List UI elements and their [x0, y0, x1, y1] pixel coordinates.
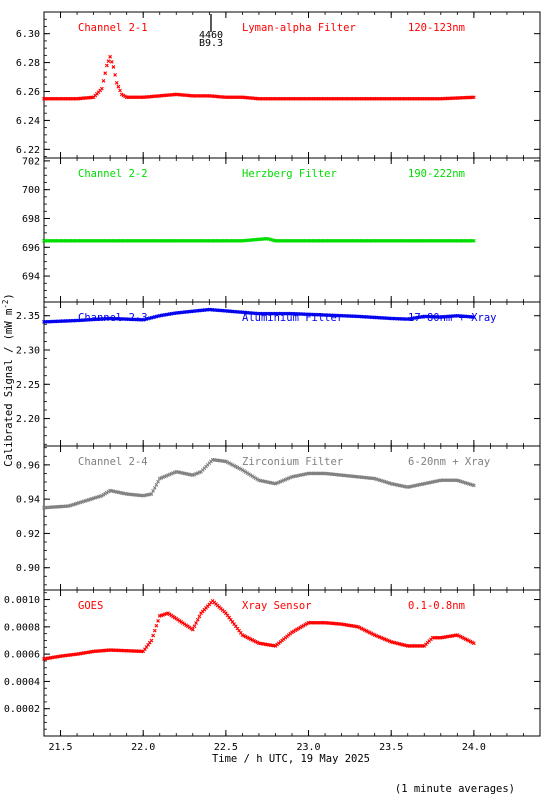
data-point [154, 482, 159, 487]
data-point [151, 633, 156, 638]
event-marker-label-1: 4460 [199, 30, 223, 41]
data-point [103, 71, 108, 76]
y-tick-label: 0.0006 [4, 650, 40, 661]
data-point [111, 65, 116, 69]
panel-1: 6.22 6.24 6.26 6.28 6.30 Channel 2-1 Lyman-alp… [16, 11, 541, 159]
data-point [99, 86, 104, 91]
x-tick-label: 24.0 [462, 742, 486, 753]
data-point [197, 614, 202, 619]
data-point [471, 95, 476, 100]
panel-channel-label: Channel 2-1 [78, 22, 148, 34]
y-tick-label: 0.0002 [4, 704, 40, 715]
data-point [118, 88, 122, 93]
data-point [151, 489, 156, 493]
data-point [116, 84, 121, 89]
panel-filter-label: Xray Sensor [242, 600, 312, 612]
data-point [114, 80, 119, 85]
y-tick-label: 0.94 [16, 495, 40, 506]
y-axis-title: Calibrated Signal / (mW m-2) [1, 293, 15, 466]
data-point [149, 492, 154, 496]
panel-channel-label: Channel 2-2 [78, 168, 148, 180]
data-point [101, 79, 106, 83]
event-marker-label-2: B9.3 [199, 38, 223, 49]
y-tick-label: 2.25 [16, 380, 40, 391]
x-tick-label: 23.0 [296, 742, 320, 753]
data-point [471, 315, 476, 319]
y-tick-label: 6.28 [16, 58, 40, 69]
y-tick-label: 0.92 [16, 529, 40, 540]
panel-band-label: 120-123nm [408, 22, 465, 34]
panel-4: 0.90 0.92 0.94 0.96 Channel 2-4 Zirconium Fil… [16, 445, 541, 591]
y-tick-label: 2.35 [16, 311, 40, 322]
y-tick-label: 6.26 [16, 87, 40, 98]
panel-2: 694 696 698 700 702 Channel 2-2 Herzberg Filte… [22, 156, 541, 303]
x-axis-title: Time / h UTC, 19 May 2025 [212, 753, 370, 765]
data-point [152, 485, 157, 490]
y-tick-label: 0.96 [16, 460, 40, 471]
data-point [154, 623, 159, 628]
panel-channel-label: Channel 2-4 [78, 456, 148, 468]
y-tick-label: 2.30 [16, 346, 40, 357]
data-point [471, 238, 476, 243]
x-tick-label: 21.5 [48, 742, 72, 753]
y-tick-label: 0.90 [16, 563, 40, 574]
data-point [471, 483, 476, 488]
x-tick-label: 23.5 [379, 742, 403, 753]
x-tick-label: 22.0 [131, 742, 155, 753]
panel-filter-label: Lyman-alpha Filter [242, 22, 356, 34]
x-tick-label: 22.5 [214, 742, 238, 753]
y-tick-label: 698 [22, 214, 40, 225]
data-point [195, 617, 200, 622]
y-tick-label: 2.20 [16, 414, 40, 425]
y-tick-label: 696 [22, 243, 40, 254]
panel-band-label: 6-20nm + Xray [408, 456, 490, 468]
y-tick-label: 694 [22, 272, 40, 283]
y-tick-label: 6.30 [16, 29, 40, 40]
data-point [190, 627, 195, 632]
y-tick-label: 6.22 [16, 145, 40, 156]
data-point [194, 621, 198, 625]
y-tick-label: 0.0008 [4, 622, 40, 633]
footnote: (1 minute averages) [395, 783, 515, 795]
data-point [109, 59, 114, 64]
y-tick-label: 0.0010 [4, 595, 40, 606]
y-tick-label: 700 [22, 185, 40, 196]
data-point [471, 641, 476, 646]
panel-3: 2.202.252.302.35 Channel 2-3 Aluminium Fil… [16, 301, 541, 447]
panel-5: 0.0002 0.0004 0.0006 0.0008 0.0010 GOES Xray S… [4, 589, 541, 737]
panels: 6.22 6.24 6.26 6.28 6.30 Channel 2-1 Lyman-alp… [4, 11, 541, 737]
data-point [108, 54, 113, 59]
y-tick-label: 702 [22, 156, 40, 167]
y-tick-label: 6.24 [16, 116, 40, 127]
data-point [156, 479, 160, 484]
panel-filter-label: Zirconium Filter [242, 456, 343, 468]
data-point [149, 638, 154, 643]
panel-band-label: 0.1-0.8nm [408, 600, 465, 612]
data-point [156, 618, 160, 623]
panel-channel-label: GOES [78, 600, 103, 612]
y-tick-label: 0.0004 [4, 677, 40, 688]
event-marker: 4460 B9.3 [199, 14, 223, 49]
data-point [113, 72, 117, 77]
panel-band-label: 190-222nm [408, 168, 465, 180]
data-point [192, 624, 197, 629]
data-point [152, 628, 157, 633]
data-point [104, 63, 109, 68]
data-point [106, 59, 111, 64]
x-axis: 21.5 22.0 22.5 23.0 23.5 24.0 [48, 742, 485, 753]
panel-filter-label: Herzberg Filter [242, 168, 337, 180]
